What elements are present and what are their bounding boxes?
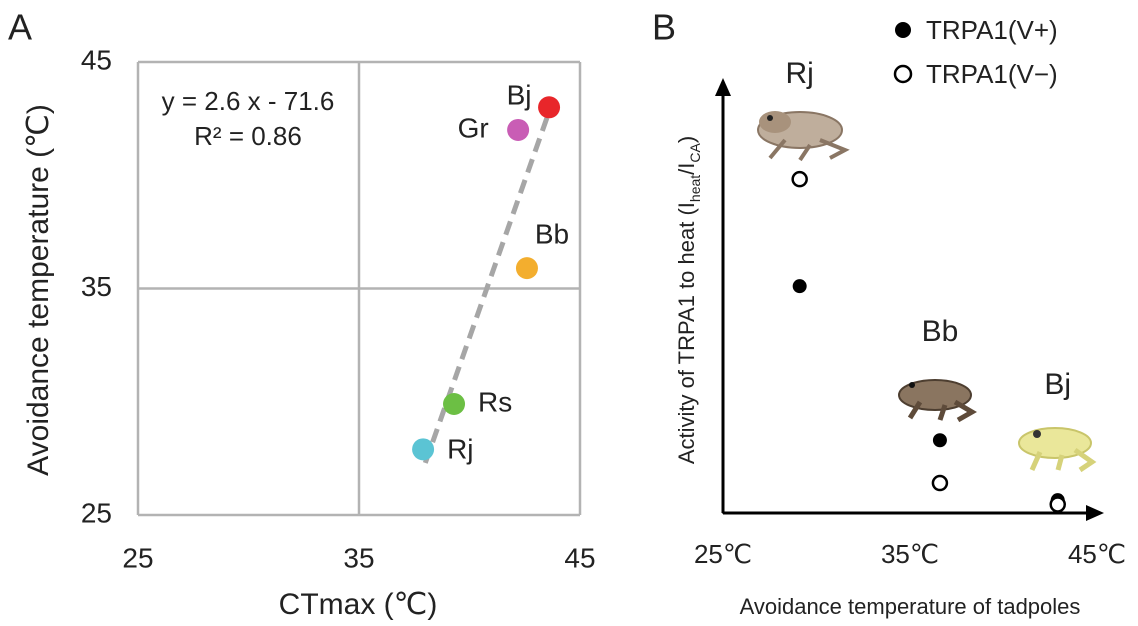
y-axis-title: Activity of TRPA1 to heat (Iheat/ICA) [674, 136, 703, 464]
legend-marker [893, 64, 913, 84]
x-tick-label: 35℃ [881, 539, 939, 569]
legend-label: TRPA1(V+) [926, 15, 1058, 45]
frog-illustration [757, 111, 850, 162]
point-label: Bb [535, 219, 569, 250]
y-tick-label: 35 [81, 271, 112, 302]
point-label: Rs [478, 386, 512, 417]
data-point [515, 257, 538, 280]
annotation: R² = 0.86 [194, 121, 302, 151]
x-axis-title: Avoidance temperature of tadpoles [740, 594, 1081, 619]
legend-marker [895, 22, 911, 38]
point-label: Rj [447, 434, 473, 465]
species-label: Bj [1044, 368, 1071, 401]
y-axis-title-part: /I [674, 163, 699, 175]
frog-illustration [898, 379, 977, 423]
axis-arrow [1086, 505, 1104, 521]
y-axis-title-part: ) [674, 136, 699, 143]
x-tick-label: 45 [564, 542, 595, 573]
species-label: Rj [785, 57, 813, 90]
data-point [507, 118, 530, 141]
species-label: Bb [922, 315, 959, 348]
y-tick-label: 45 [81, 44, 112, 75]
x-axis-title: CTmax (℃) [279, 588, 438, 621]
axis-arrow [715, 78, 731, 96]
legend-label: TRPA1(V−) [926, 59, 1058, 89]
x-tick-label: 35 [343, 542, 374, 573]
panel-label: A [8, 7, 32, 48]
annotation: y = 2.6 x - 71.6 [162, 86, 335, 116]
data-point [792, 279, 807, 294]
y-axis-title-part: heat [687, 175, 703, 202]
y-axis-title-part: Activity of TRPA1 to heat (I [674, 202, 699, 464]
data-point [538, 96, 561, 119]
data-point [1049, 496, 1066, 513]
y-tick-label: 25 [81, 497, 112, 528]
frog-illustration [1018, 427, 1097, 473]
x-tick-label: 25℃ [694, 539, 752, 569]
panel-label: B [652, 7, 676, 48]
x-tick-label: 45℃ [1068, 539, 1126, 569]
data-point [932, 433, 947, 448]
y-axis-title-part: CA [687, 142, 703, 162]
point-label: Bj [507, 80, 532, 111]
trend-line [422, 110, 552, 464]
data-point [791, 170, 808, 188]
data-point [412, 438, 435, 461]
data-point [931, 474, 949, 492]
data-point [443, 393, 466, 416]
point-label: Gr [458, 112, 489, 143]
x-tick-label: 25 [122, 542, 153, 573]
y-axis-title: Avoidance temperature (℃) [22, 104, 55, 476]
